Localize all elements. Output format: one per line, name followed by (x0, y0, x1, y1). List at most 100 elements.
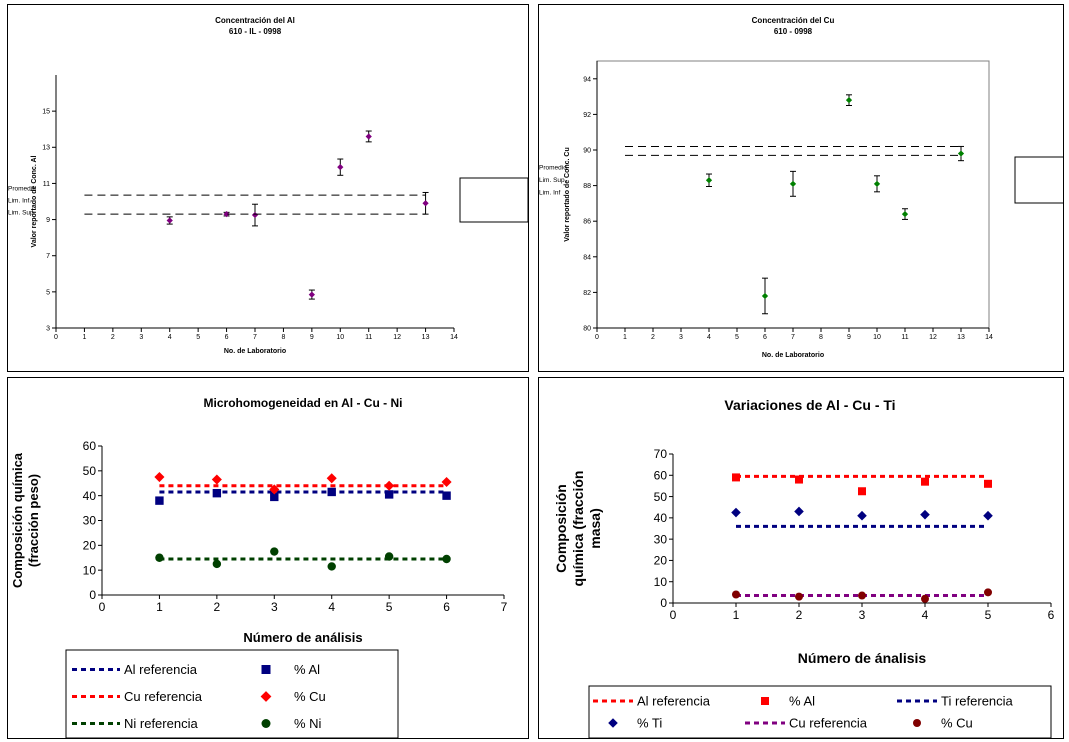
data-point (845, 97, 853, 104)
x-tick-label: 13 (957, 334, 965, 341)
x-tick-label: 1 (82, 334, 86, 341)
data-point (270, 547, 279, 556)
data-point (984, 588, 992, 597)
data-point (901, 210, 909, 218)
data-point (858, 487, 866, 496)
chart-panel-cu-concentration: Concentración del Cu 610 - 0998 0 1 2 3 4 5 6 7 8 9… (538, 4, 1064, 372)
legend-label: % Al (294, 662, 320, 677)
x-tick-label: 13 (422, 334, 430, 341)
x-axis-label: Número de análisis (243, 630, 362, 645)
data-point (269, 484, 280, 495)
data-point (858, 591, 866, 600)
y-axis-label: masa) (587, 508, 603, 548)
y-tick-label: 92 (583, 112, 591, 119)
data-point (794, 506, 804, 517)
y-axis-label: Composición química (10, 452, 25, 588)
y-tick-label: 84 (583, 254, 591, 261)
legend-box (65, 649, 399, 738)
x-tick-label: 3 (271, 600, 278, 614)
y-tick-label: 94 (583, 76, 591, 83)
y-axis-label: Composición (553, 484, 569, 573)
x-tick-label: 7 (253, 334, 257, 341)
legend-swatch (260, 691, 272, 702)
x-tick-label: 14 (985, 334, 993, 341)
legend-box (459, 177, 528, 223)
legend-swatch (913, 719, 921, 727)
legend-label: Promedio (539, 165, 567, 172)
data-point (921, 477, 929, 486)
data-point (211, 474, 222, 485)
x-tick-label: 5 (735, 334, 739, 341)
x-tick-label: 5 (196, 334, 200, 341)
data-point (223, 211, 230, 218)
data-point (384, 490, 394, 499)
x-tick-label: 1 (623, 334, 627, 341)
x-tick-label: 12 (393, 334, 401, 341)
x-tick-label: 11 (901, 334, 908, 341)
y-tick-label: 88 (583, 183, 591, 190)
x-tick-label: 8 (819, 334, 823, 341)
al-cu-ni-microhomogeneity-chart: Microhomogeneidad en Al - Cu - Ni 0 1 2 3 4 5 6… (10, 396, 508, 738)
legend-box (588, 685, 1052, 738)
y-tick-label: 7 (46, 253, 50, 260)
data-point (795, 592, 803, 601)
y-tick-label: 50 (654, 490, 668, 504)
chart-title: Concentración del Al (215, 16, 295, 25)
y-tick-label: 50 (83, 464, 97, 478)
y-tick-label: 10 (83, 563, 97, 577)
legend-label: % Al (789, 694, 815, 709)
x-tick-label: 4 (168, 334, 172, 341)
data-point (327, 562, 336, 571)
data-point (154, 472, 165, 483)
x-tick-label: 2 (651, 334, 655, 341)
legend-label: Lim. Sup. (8, 209, 36, 216)
x-tick-label: 7 (791, 334, 795, 341)
y-tick-label: 10 (654, 575, 668, 589)
chart-subtitle: 610 - 0998 (774, 27, 813, 36)
chart-subtitle: 610 - IL - 0998 (229, 27, 282, 36)
x-tick-label: 3 (139, 334, 143, 341)
data-point (384, 552, 394, 561)
y-tick-label: 60 (654, 468, 668, 482)
y-tick-label: 11 (43, 181, 50, 188)
legend-swatch (261, 665, 271, 674)
y-axis-label: (fracción peso) (26, 474, 41, 567)
data-point (857, 510, 867, 521)
y-tick-label: 13 (42, 145, 50, 152)
y-tick-label: 40 (83, 489, 97, 503)
data-point (442, 554, 451, 564)
legend-label: Cu referencia (124, 689, 203, 704)
y-tick-label: 86 (583, 219, 591, 226)
legend-label: Promedio (8, 185, 36, 192)
data-point (212, 488, 222, 498)
y-tick-label: 60 (83, 439, 97, 453)
legend-label: Ti referencia (941, 694, 1014, 709)
y-tick-label: 3 (46, 325, 50, 332)
data-point (155, 496, 164, 505)
y-tick-label: 70 (654, 447, 668, 461)
data-point (270, 492, 279, 502)
data-point (705, 177, 713, 184)
y-tick-label: 80 (583, 325, 591, 332)
x-tick-label: 1 (733, 608, 740, 622)
data-point (921, 594, 929, 603)
y-tick-label: 30 (83, 514, 97, 528)
x-tick-label: 3 (859, 608, 866, 622)
x-tick-label: 5 (386, 600, 393, 614)
y-tick-label: 15 (42, 109, 50, 116)
x-tick-label: 2 (214, 600, 221, 614)
x-tick-label: 10 (336, 334, 344, 341)
x-tick-label: 4 (707, 334, 711, 341)
data-point (308, 291, 315, 298)
x-tick-label: 0 (99, 600, 106, 614)
x-tick-label: 12 (929, 334, 937, 341)
y-tick-label: 30 (654, 532, 668, 546)
data-point (166, 217, 173, 224)
data-point (873, 180, 881, 187)
chart-panel-al-cu-ti: Variaciones de Al - Cu - Ti 0 1 2 3 4 5 6 0 10 20 3… (538, 377, 1064, 739)
legend-swatch (761, 697, 769, 705)
x-tick-label: 11 (365, 334, 372, 341)
x-tick-label: 14 (450, 334, 458, 341)
x-axis-label: Número de ánalisis (798, 650, 927, 666)
